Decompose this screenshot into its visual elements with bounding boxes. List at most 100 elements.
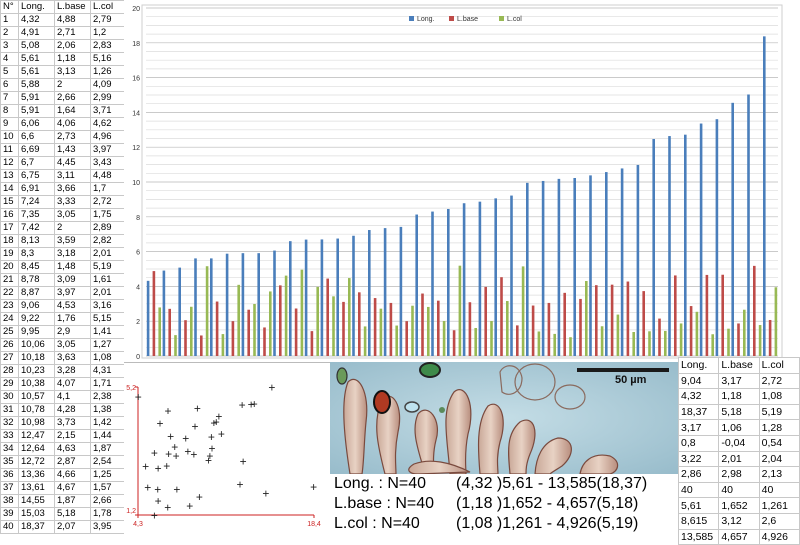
table-cell: 10,98 [18, 416, 55, 430]
bar-long [368, 230, 371, 356]
summary-cell: 5,18 [718, 403, 760, 421]
summary-cell: 0,54 [758, 434, 800, 452]
bar-lbase [674, 275, 677, 356]
table-cell: 35 [0, 455, 19, 469]
table-cell: 1,75 [90, 208, 125, 222]
bar-lbase [547, 302, 551, 356]
scale-bar [577, 368, 669, 372]
bar-long [225, 253, 229, 356]
table-cell: 37 [0, 481, 19, 495]
stats-line-long: Long. : N=40 (4,32 )5,61 - 13,585(18,37) [330, 474, 678, 493]
scatter-point: + [194, 401, 201, 415]
bar-lcol [395, 325, 398, 356]
scatter-point: + [196, 490, 203, 504]
table-cell: 5 [0, 65, 19, 79]
bar-lcol [600, 326, 604, 356]
y-tick-label: 6 [136, 250, 140, 257]
table-cell: 25 [0, 325, 19, 339]
bar-long [668, 136, 671, 356]
table-cell: 2 [54, 221, 91, 235]
table-cell: 21 [0, 273, 19, 287]
bar-lcol [490, 321, 493, 356]
bar-lcol [269, 291, 272, 356]
table-cell: 3,28 [54, 364, 91, 378]
table-cell: 2,87 [54, 455, 91, 469]
bar-lcol [174, 335, 177, 356]
scatter-point: + [191, 419, 198, 433]
bar-lcol [569, 337, 572, 356]
table-cell: 15 [0, 195, 19, 209]
scatter-point: + [218, 427, 225, 441]
summary-cell: 2,98 [718, 466, 760, 483]
summary-cell: 4,657 [718, 528, 760, 545]
table-row: 18 8,13 3,59 2,82 [0, 234, 125, 248]
table-cell: 3,95 [90, 520, 125, 534]
table-cell: 6 [0, 78, 19, 92]
stats-box: Long. : N=40 (4,32 )5,61 - 13,585(18,37)… [330, 474, 678, 533]
summary-cell: 3,12 [718, 512, 760, 530]
table-cell: 2,66 [54, 91, 91, 105]
table-cell: 2,01 [90, 247, 125, 261]
table-row: 1 4,32 4,88 2,79 [0, 13, 125, 27]
bar-lcol [379, 308, 383, 356]
scatter-point: + [164, 501, 171, 515]
table-cell: 1,7 [90, 182, 125, 196]
bar-lbase [563, 292, 566, 356]
y-tick-label: 4 [136, 284, 140, 291]
table-cell: 36 [0, 468, 19, 482]
bar-lcol [758, 325, 762, 356]
table-cell: 6,69 [18, 143, 55, 157]
bar-lbase [373, 298, 377, 356]
table-row: 38 14,55 1,87 2,66 [0, 494, 125, 508]
bar-lbase [215, 301, 219, 356]
table-row: 16 7,35 3,05 1,75 [0, 208, 125, 222]
table-cell: 3,18 [54, 247, 91, 261]
table-cell: 2,9 [54, 325, 91, 339]
summary-row: 2,86 2,98 2,13 [677, 466, 800, 483]
table-cell: 4,1 [54, 390, 91, 404]
bar-lcol [743, 309, 746, 356]
table-cell: 2,54 [90, 455, 125, 469]
summary-row: 8,615 3,12 2,6 [677, 512, 800, 530]
scatter-x-max-label: 18,4 [307, 521, 321, 528]
bar-lcol [332, 296, 335, 356]
table-cell: 16 [0, 208, 19, 222]
table-cell: 4,62 [90, 117, 125, 131]
y-tick-label: 0 [136, 354, 140, 361]
scatter-point: + [142, 460, 149, 474]
legend-swatch [499, 16, 504, 21]
bar-lcol [679, 323, 683, 356]
table-cell: 4,88 [54, 13, 91, 27]
scatter-point: + [165, 447, 172, 461]
scatter-plot: 5,21,24,3 18,4 ++++++++++++++++++++++++++… [124, 362, 330, 534]
scatter-point: + [154, 482, 161, 496]
summary-cell: L.base [718, 357, 760, 374]
table-cell: 10,78 [18, 403, 55, 417]
table-cell: 1,18 [54, 52, 91, 66]
bar-lbase [721, 274, 724, 356]
bar-long [336, 238, 339, 356]
table-cell: 1,43 [54, 143, 91, 157]
scatter-point: + [135, 390, 142, 404]
table-cell: 4,09 [90, 78, 125, 92]
bar-lbase [342, 301, 345, 356]
table-row: 22 8,87 3,97 2,01 [0, 286, 125, 300]
scatter-y-min-label: 1,2 [126, 508, 136, 515]
bar-lbase [689, 306, 693, 356]
table-cell: 4 [0, 52, 19, 66]
micrograph-photo: 50 µm [330, 362, 678, 474]
bar-lcol [348, 278, 351, 356]
table-cell: 2,99 [90, 91, 125, 105]
bar-lbase [421, 293, 424, 356]
bar-lbase [437, 300, 440, 356]
scatter-y-max-label: 5,2 [126, 385, 136, 392]
table-row: 29 10,38 4,07 1,71 [0, 377, 125, 391]
summary-cell: 1,28 [758, 419, 800, 436]
table-row: 34 12,64 4,63 1,87 [0, 442, 125, 456]
cystidia-cells [343, 363, 619, 474]
table-row: 35 12,72 2,87 2,54 [0, 455, 125, 469]
stats-range: (4,32 )5,61 - 13,585(18,37) [456, 475, 648, 492]
summary-cell: 2,04 [758, 450, 800, 468]
summary-cell: 3,22 [677, 450, 720, 468]
table-cell: 3,66 [54, 182, 91, 196]
